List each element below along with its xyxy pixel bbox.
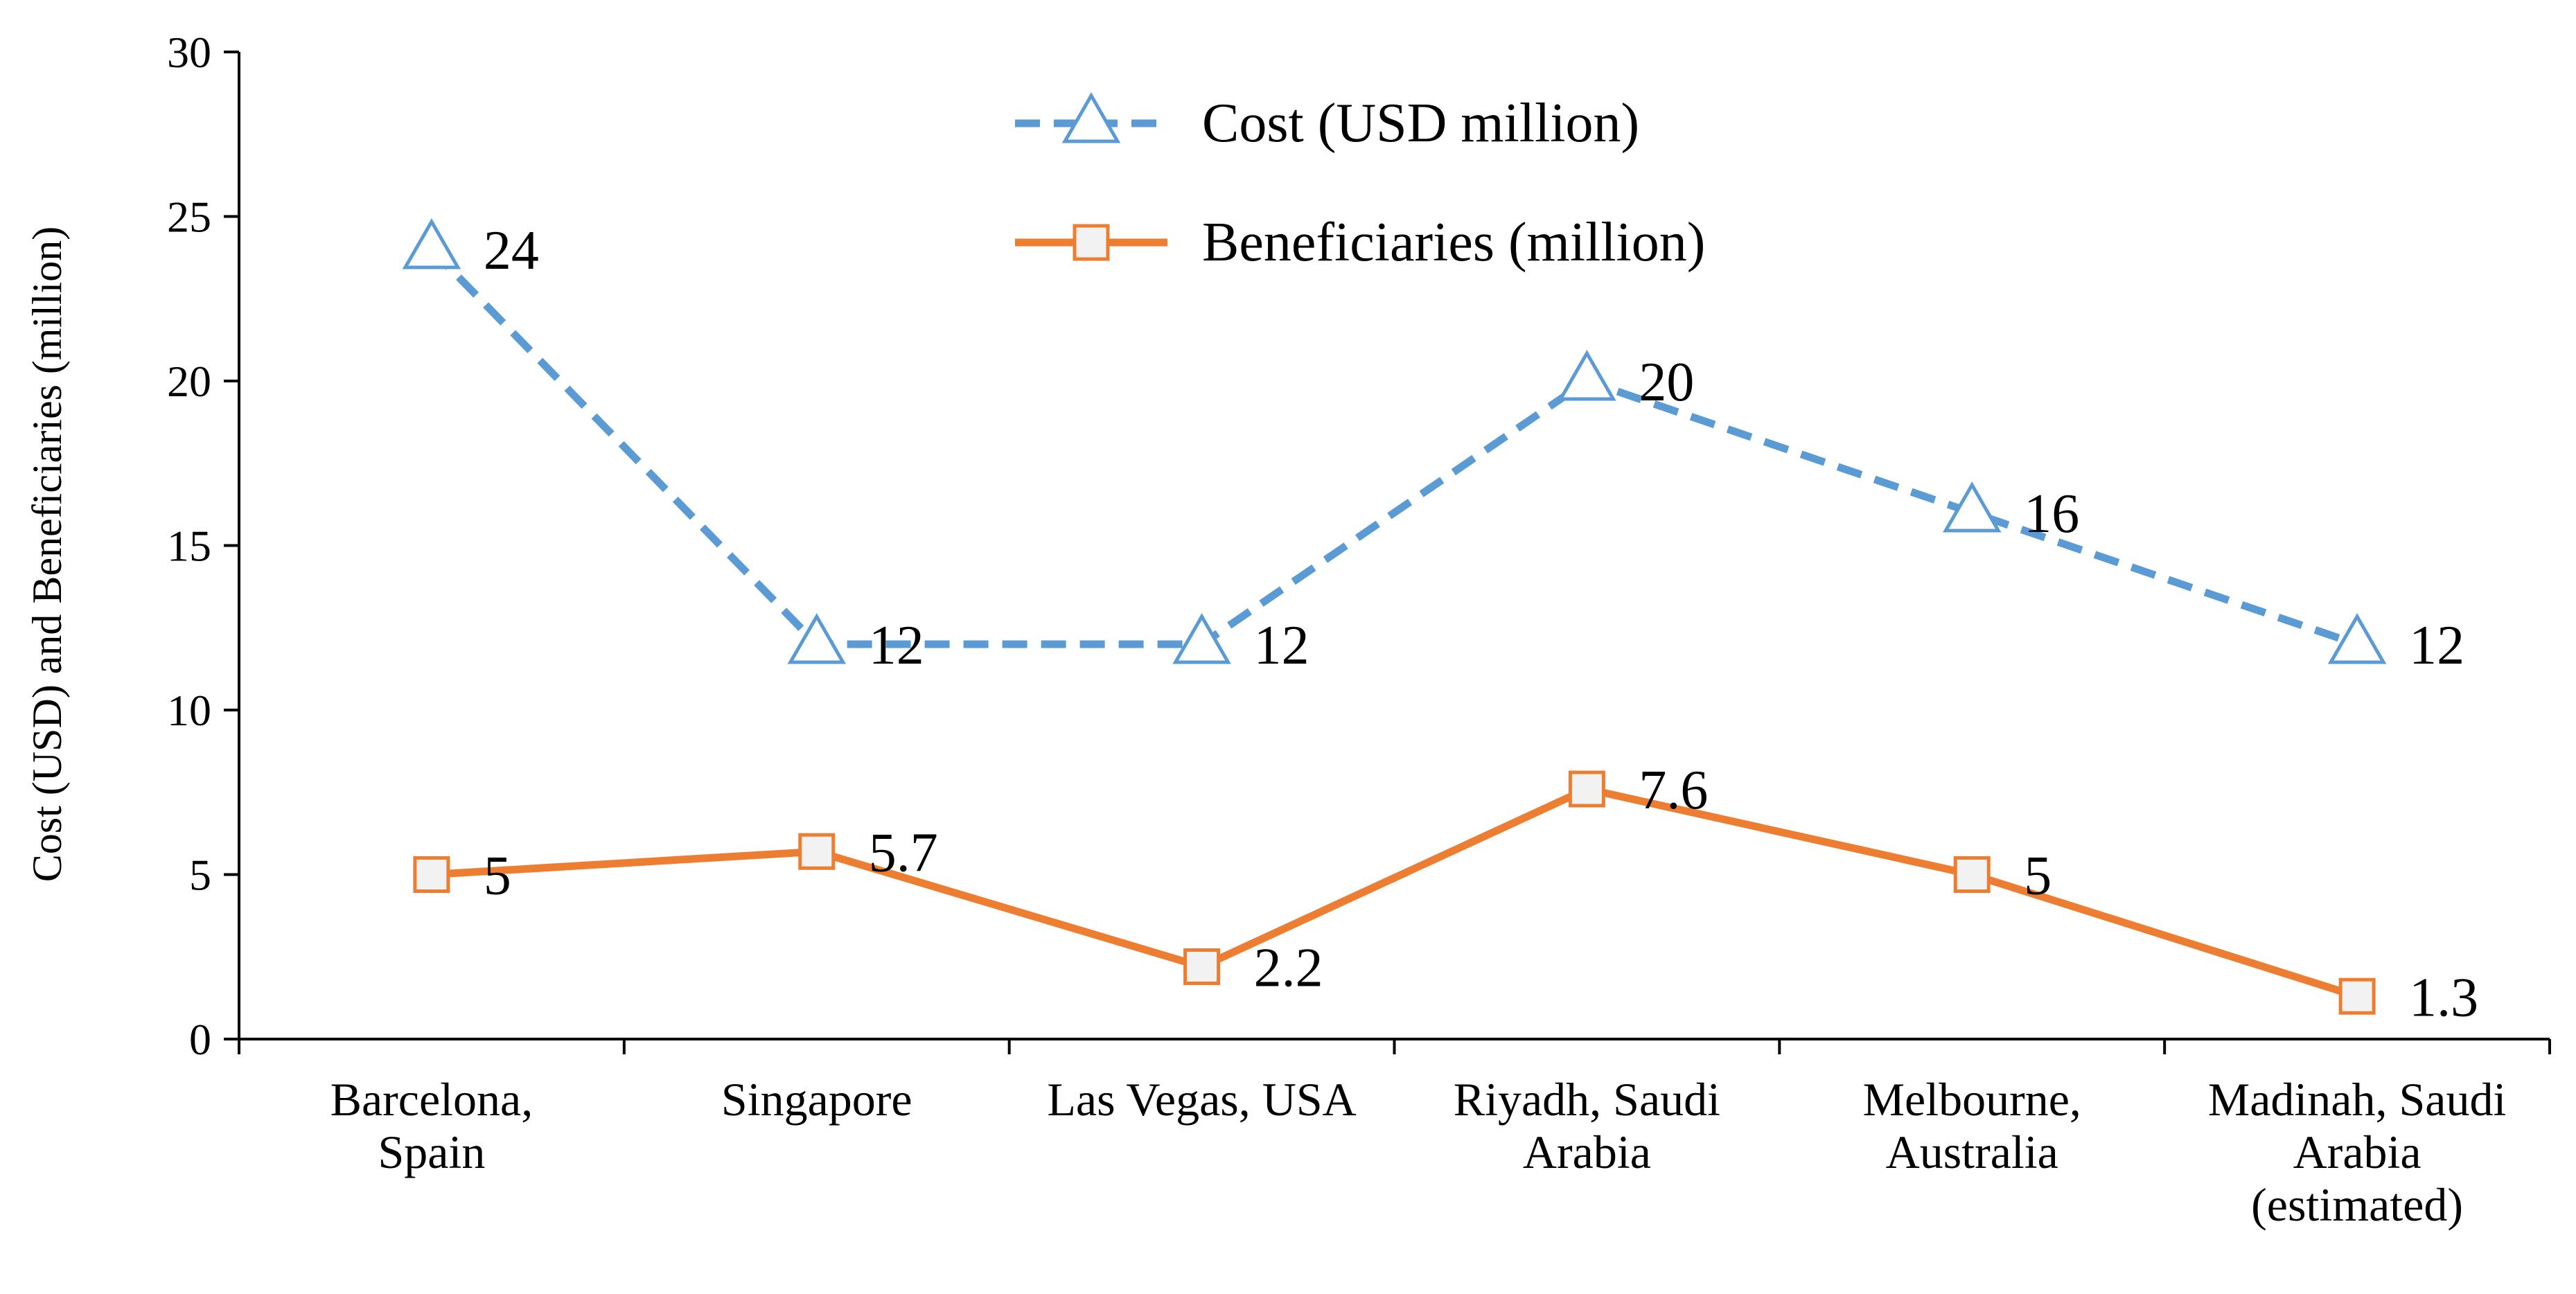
x-tick-label-line: Melbourne, [1863, 1073, 2081, 1126]
triangle-point [1061, 91, 1121, 143]
square-point [413, 856, 450, 893]
cost-data-label: 12 [1254, 615, 1309, 676]
y-tick-label: 20 [167, 357, 211, 406]
x-tick-label: Barcelona, Spain [330, 1073, 533, 1178]
beneficiaries-data-label: 5.7 [869, 822, 938, 883]
beneficiaries-data-label: 7.6 [1639, 760, 1708, 821]
square-point [1183, 948, 1221, 985]
legend-beneficiaries-label: Beneficiaries (million) [1202, 212, 1705, 273]
x-tick-label-line: Australia [1886, 1126, 2058, 1178]
x-tick-label: Riyadh, Saudi Arabia [1454, 1073, 1720, 1178]
beneficiaries-data-label: 5 [484, 846, 511, 907]
square-point [1073, 224, 1110, 261]
x-tick-label-line: Arabia [1523, 1126, 1651, 1178]
square-point [2338, 977, 2376, 1015]
beneficiaries-series-line [431, 785, 2358, 1000]
triangle-point [402, 218, 461, 269]
x-tick-label: Las Vegas, USA [1047, 1073, 1356, 1126]
legend: Cost (USD million) Beneficiaries (million… [1015, 91, 1705, 273]
legend-cost-label: Cost (USD million) [1202, 93, 1639, 154]
x-tick-label: Madinah, Saudi Arabia (estimated) [2208, 1073, 2507, 1231]
x-tick-label-line: Barcelona, [330, 1073, 533, 1126]
triangle-point [1942, 481, 2002, 533]
triangle-point [1172, 612, 1231, 664]
y-tick-label: 5 [189, 851, 211, 900]
x-tick-label-line: Riyadh, Saudi [1454, 1073, 1720, 1126]
square-point [798, 833, 836, 870]
x-tick-label-line: Las Vegas, USA [1047, 1073, 1356, 1126]
triangle-point [2327, 612, 2387, 664]
x-tick-label-line: Madinah, Saudi [2208, 1073, 2507, 1126]
triangle-point [787, 612, 847, 664]
y-tick-label: 15 [167, 522, 211, 571]
axes: 0 5 10 15 20 25 30 Barcelona, Spain Singapore Las … [167, 28, 2551, 1231]
cost-data-label: 12 [869, 615, 924, 676]
y-tick-label: 10 [167, 686, 211, 735]
x-tick-label-line: Spain [378, 1126, 485, 1178]
cost-data-label: 16 [2024, 484, 2079, 544]
x-tick-label-line: Arabia [2293, 1126, 2421, 1178]
y-tick-label: 30 [167, 28, 211, 77]
y-axis-title: Cost (USD) and Beneficiaries (million) [24, 227, 70, 882]
beneficiaries-data-label: 1.3 [2409, 967, 2478, 1028]
cost-data-label: 12 [2409, 615, 2464, 676]
square-point [1568, 770, 1605, 808]
x-tick-label-line: (estimated) [2251, 1178, 2463, 1231]
y-tick-label: 0 [189, 1015, 211, 1064]
data-labels: 24 12 12 20 16 12 5 5.7 2.2 7.6 5 1.3 [484, 220, 2478, 1028]
cost-data-label: 24 [484, 220, 539, 281]
x-tick-label: Melbourne, Australia [1863, 1073, 2081, 1178]
series-layer [402, 218, 2387, 1015]
cost-data-label: 20 [1639, 352, 1694, 413]
square-point [1953, 856, 1991, 893]
beneficiaries-data-label: 2.2 [1254, 938, 1323, 999]
x-tick-label-line: Singapore [721, 1073, 912, 1126]
cost-series-line [428, 247, 2358, 648]
triangle-point [1558, 349, 1616, 401]
y-tick-label: 25 [167, 193, 211, 242]
beneficiaries-data-label: 5 [2024, 846, 2052, 907]
x-tick-label: Singapore [721, 1073, 912, 1126]
